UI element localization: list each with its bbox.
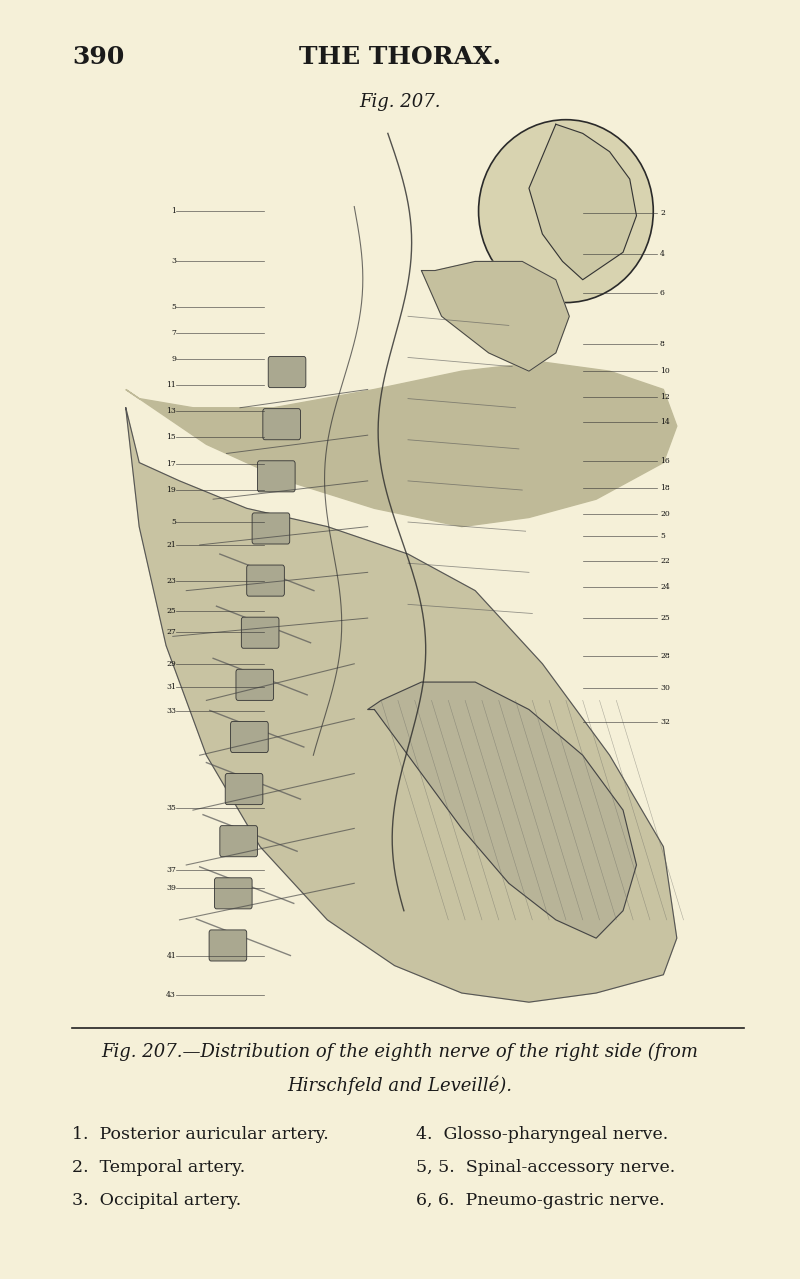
Text: 27: 27 bbox=[166, 628, 176, 636]
FancyBboxPatch shape bbox=[209, 930, 246, 961]
Text: 24: 24 bbox=[660, 583, 670, 591]
FancyBboxPatch shape bbox=[226, 774, 263, 804]
FancyBboxPatch shape bbox=[252, 513, 290, 544]
Text: 6: 6 bbox=[660, 289, 665, 297]
Text: 19: 19 bbox=[166, 486, 176, 494]
Text: 21: 21 bbox=[166, 541, 176, 549]
Text: 4: 4 bbox=[660, 251, 665, 258]
Polygon shape bbox=[368, 682, 637, 939]
Text: 5: 5 bbox=[171, 518, 176, 526]
Text: 43: 43 bbox=[166, 991, 176, 999]
Polygon shape bbox=[529, 124, 637, 280]
FancyBboxPatch shape bbox=[220, 826, 258, 857]
Text: Hirschfeld and Leveillé).: Hirschfeld and Leveillé). bbox=[287, 1076, 513, 1095]
Text: 39: 39 bbox=[166, 884, 176, 891]
Text: 30: 30 bbox=[660, 684, 670, 692]
Text: Fig. 207.—Distribution of the eighth nerve of the right side (from: Fig. 207.—Distribution of the eighth ner… bbox=[102, 1042, 698, 1060]
FancyBboxPatch shape bbox=[246, 565, 284, 596]
Text: 390: 390 bbox=[72, 45, 124, 69]
Text: 18: 18 bbox=[660, 485, 670, 492]
Text: 29: 29 bbox=[166, 660, 176, 668]
Text: 6, 6.  Pneumo-gastric nerve.: 6, 6. Pneumo-gastric nerve. bbox=[416, 1192, 665, 1209]
Text: 37: 37 bbox=[166, 866, 176, 874]
Text: 16: 16 bbox=[660, 457, 670, 464]
Text: 35: 35 bbox=[166, 804, 176, 812]
Text: 17: 17 bbox=[166, 459, 176, 468]
Text: 31: 31 bbox=[166, 683, 176, 691]
FancyBboxPatch shape bbox=[214, 877, 252, 909]
Text: 10: 10 bbox=[660, 367, 670, 375]
Text: 2.  Temporal artery.: 2. Temporal artery. bbox=[72, 1159, 246, 1175]
Text: 13: 13 bbox=[166, 408, 176, 416]
Text: 5: 5 bbox=[171, 303, 176, 311]
Text: 41: 41 bbox=[166, 953, 176, 961]
Text: Fig. 207.: Fig. 207. bbox=[359, 93, 441, 111]
Text: 3.  Occipital artery.: 3. Occipital artery. bbox=[72, 1192, 242, 1209]
Text: 14: 14 bbox=[660, 418, 670, 426]
Text: 20: 20 bbox=[660, 510, 670, 518]
FancyBboxPatch shape bbox=[242, 618, 279, 648]
Text: 4.  Glosso-pharyngeal nerve.: 4. Glosso-pharyngeal nerve. bbox=[416, 1126, 668, 1142]
Text: THE THORAX.: THE THORAX. bbox=[299, 45, 501, 69]
Text: 1.  Posterior auricular artery.: 1. Posterior auricular artery. bbox=[72, 1126, 329, 1142]
Text: 5: 5 bbox=[660, 532, 665, 540]
Text: 11: 11 bbox=[166, 381, 176, 389]
FancyBboxPatch shape bbox=[230, 721, 268, 752]
Text: 5, 5.  Spinal-accessory nerve.: 5, 5. Spinal-accessory nerve. bbox=[416, 1159, 675, 1175]
Text: 7: 7 bbox=[171, 329, 176, 336]
FancyBboxPatch shape bbox=[268, 357, 306, 388]
Text: 12: 12 bbox=[660, 393, 670, 400]
FancyBboxPatch shape bbox=[236, 669, 274, 701]
Text: 9: 9 bbox=[171, 356, 176, 363]
Text: 32: 32 bbox=[660, 719, 670, 726]
Polygon shape bbox=[126, 362, 677, 527]
Text: 23: 23 bbox=[166, 578, 176, 586]
Text: 22: 22 bbox=[660, 558, 670, 565]
Text: 8: 8 bbox=[660, 340, 665, 348]
Text: 3: 3 bbox=[171, 257, 176, 266]
Polygon shape bbox=[126, 408, 677, 1003]
Text: 25: 25 bbox=[660, 614, 670, 622]
Ellipse shape bbox=[478, 120, 654, 303]
Text: 25: 25 bbox=[166, 606, 176, 615]
Text: 1: 1 bbox=[171, 207, 176, 215]
FancyBboxPatch shape bbox=[263, 409, 301, 440]
Text: 33: 33 bbox=[166, 707, 176, 715]
Text: 2: 2 bbox=[660, 208, 665, 217]
Text: 15: 15 bbox=[166, 434, 176, 441]
Text: 28: 28 bbox=[660, 652, 670, 660]
Polygon shape bbox=[422, 261, 570, 371]
FancyBboxPatch shape bbox=[258, 460, 295, 492]
